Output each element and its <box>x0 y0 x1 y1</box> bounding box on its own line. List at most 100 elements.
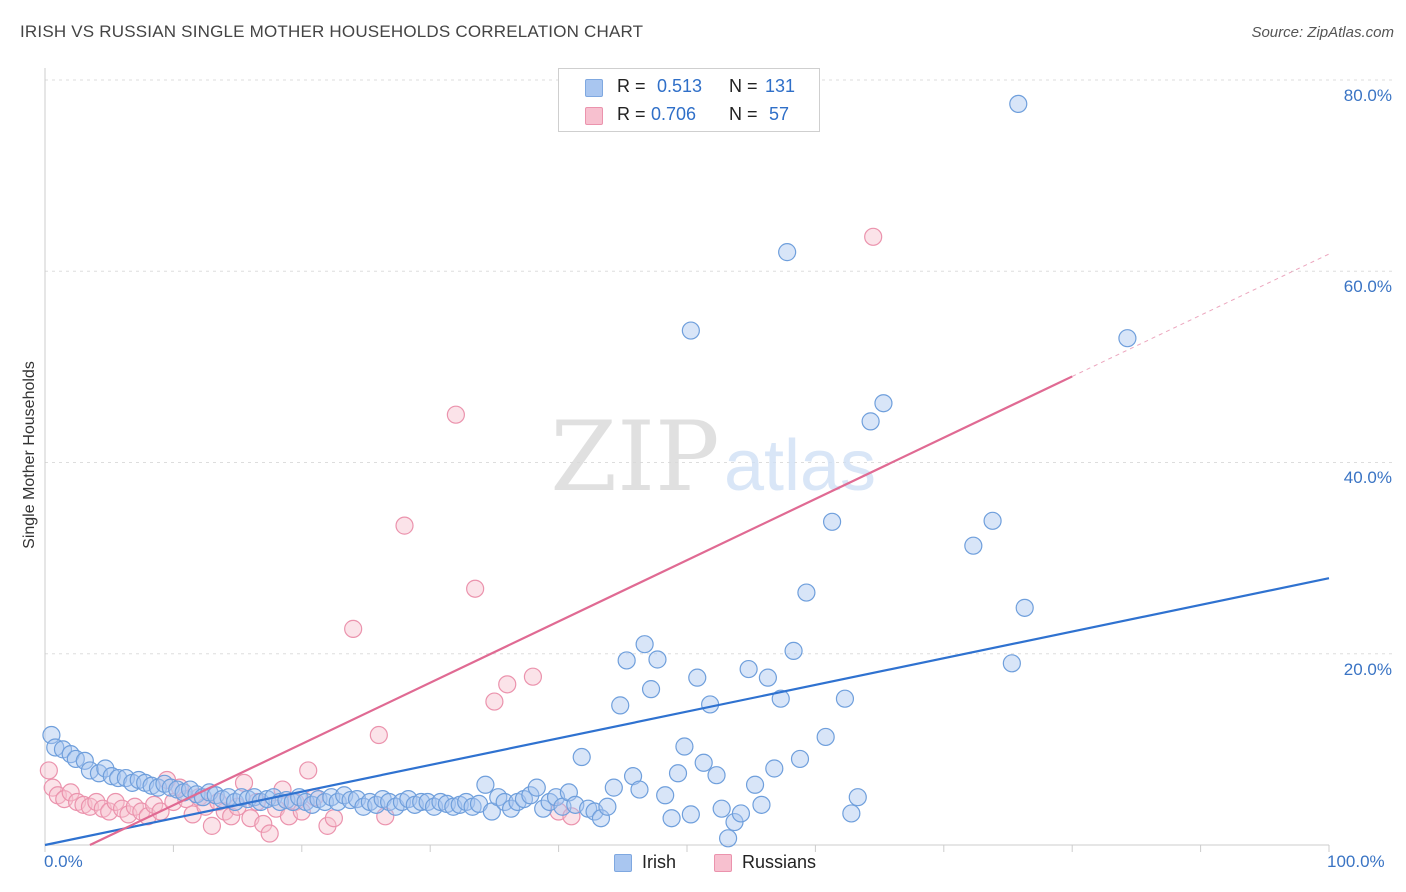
y-tick-20: 20.0% <box>1343 660 1392 679</box>
irish-point <box>694 753 713 772</box>
russians-point <box>466 579 485 598</box>
irish-point <box>630 780 649 799</box>
irish-point <box>232 788 251 807</box>
irish-point <box>635 635 654 654</box>
russians-point <box>254 814 273 834</box>
irish-point <box>611 696 630 715</box>
irish-point <box>495 792 514 812</box>
irish-point <box>598 797 617 816</box>
gridlines <box>45 79 1392 655</box>
axes <box>44 68 1330 852</box>
irish-point <box>617 651 636 670</box>
irish-point <box>109 768 128 788</box>
russians-point <box>260 824 279 843</box>
russians-r-label: R = <box>617 104 646 124</box>
russians-point <box>202 816 222 835</box>
russians-point <box>864 227 883 246</box>
russians-points <box>39 227 883 843</box>
irish-point <box>1009 94 1028 114</box>
irish-point <box>102 767 121 786</box>
russians-point <box>446 405 465 424</box>
irish-point <box>752 795 771 814</box>
russians-swatch <box>585 107 603 125</box>
irish-point <box>701 695 720 714</box>
x-tick-min: 0.0% <box>44 852 83 871</box>
irish-point <box>641 680 661 699</box>
legend-irish-label: Irish <box>642 852 677 872</box>
source-label: Source: ZipAtlas.com <box>1251 24 1394 41</box>
irish-point <box>681 321 700 340</box>
russians-point <box>498 675 517 694</box>
irish-point <box>739 659 758 679</box>
irish-point <box>66 749 85 769</box>
legend-row-irish: R = 0.513 N = 131 <box>559 73 819 101</box>
irish-point <box>591 809 611 828</box>
irish-n-label: N = <box>729 76 758 96</box>
x-tick-max: 100.0% <box>1327 852 1385 871</box>
irish-point <box>75 751 94 770</box>
russians-point <box>324 809 343 828</box>
legend-item-russians[interactable]: Russians <box>714 852 816 873</box>
irish-point <box>731 804 751 823</box>
legend-russians-swatch <box>714 853 732 872</box>
irish-point <box>778 243 797 262</box>
irish-n-value: 131 <box>765 76 796 96</box>
russians-point <box>61 783 80 802</box>
trend-lines <box>44 253 1330 847</box>
irish-point <box>822 512 842 531</box>
russians-n-value: 57 <box>769 104 790 124</box>
irish-point <box>656 786 675 805</box>
irish-point <box>983 511 1002 530</box>
russians-point <box>485 692 504 711</box>
irish-point <box>501 799 521 818</box>
irish-point <box>662 809 681 828</box>
russians-r-value: 0.706 <box>651 104 697 124</box>
irish-point <box>964 536 983 555</box>
russians-trend-extension <box>1071 253 1330 377</box>
irish-r-label: R = <box>617 76 646 96</box>
y-tick-40: 40.0% <box>1343 468 1392 487</box>
watermark-atlas: atlas <box>724 426 876 506</box>
irish-point <box>1015 598 1034 617</box>
legend-irish-swatch <box>614 853 632 872</box>
russians-point <box>344 619 363 638</box>
irish-point <box>835 689 855 708</box>
irish-point <box>842 804 861 823</box>
series-legend: Irish Russians <box>0 852 1406 878</box>
irish-r-value: 0.513 <box>657 76 703 96</box>
y-tick-60: 60.0% <box>1343 277 1392 296</box>
irish-point <box>758 668 777 687</box>
legend-item-irish[interactable]: Irish <box>614 852 676 873</box>
russians-point <box>39 761 58 780</box>
irish-point <box>797 583 816 602</box>
irish-point <box>675 737 694 756</box>
irish-swatch <box>585 79 603 97</box>
watermark-zip: ZIP <box>550 401 719 513</box>
russians-point <box>369 725 388 745</box>
russians-point <box>222 807 241 826</box>
irish-point <box>681 805 700 824</box>
stats-legend: R = 0.513 N = 131 R = 0.706 N = 57 <box>558 68 820 132</box>
irish-point <box>790 749 810 769</box>
irish-point <box>784 641 803 660</box>
russians-point <box>523 667 543 686</box>
russians-n-label: N = <box>729 104 758 124</box>
irish-point <box>604 778 623 797</box>
legend-row-russians: R = 0.706 N = 57 <box>559 101 819 129</box>
irish-point <box>572 747 591 767</box>
irish-point <box>1118 329 1137 348</box>
irish-point <box>527 778 546 797</box>
irish-point <box>688 668 707 687</box>
irish-point <box>765 759 784 778</box>
legend-russians-label: Russians <box>742 852 817 872</box>
irish-point <box>707 766 726 785</box>
irish-point <box>534 799 553 818</box>
irish-point <box>816 727 835 747</box>
irish-point <box>1002 654 1021 673</box>
russians-trend-line <box>89 375 1073 846</box>
russians-point <box>395 516 414 535</box>
y-tick-80: 80.0% <box>1343 86 1392 105</box>
irish-point <box>712 799 731 818</box>
irish-point <box>476 775 495 794</box>
